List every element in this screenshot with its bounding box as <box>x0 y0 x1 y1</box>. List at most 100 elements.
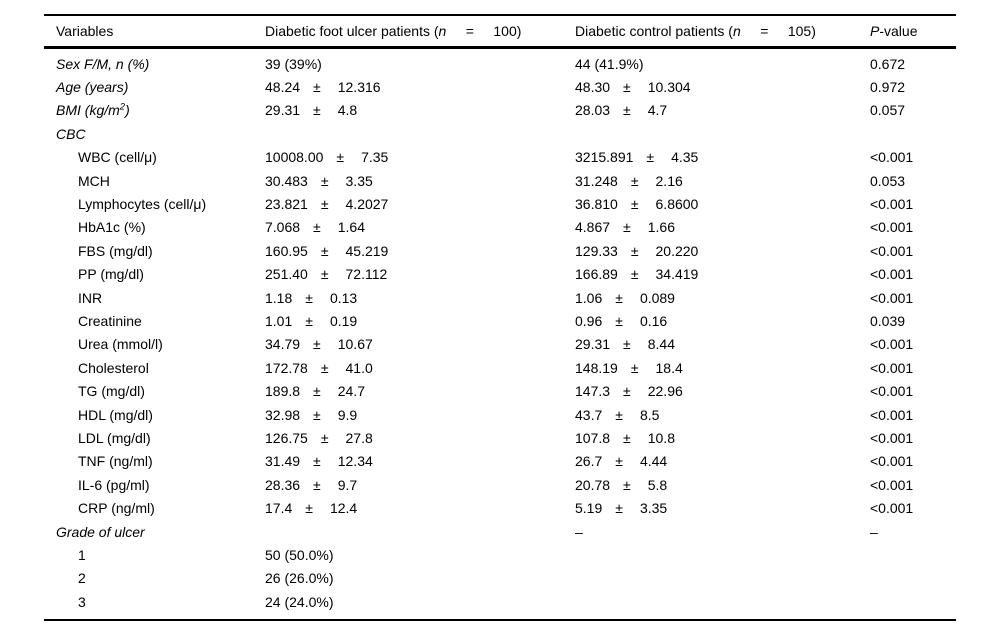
plus-minus-symbol: ± <box>313 336 321 353</box>
plus-minus-symbol: ± <box>313 383 321 400</box>
plus-minus-symbol: ± <box>305 289 313 306</box>
text-segment: MCH <box>78 172 110 189</box>
sd-value: 2.16 <box>655 172 683 189</box>
control-value-cell: 147.3 ±22.96 <box>575 379 870 402</box>
p-value: <0.001 <box>870 429 914 446</box>
cell-value: 44 (41.9%) <box>575 55 644 72</box>
mean-value: 148.19 <box>575 359 618 376</box>
p-value-cell: <0.001 <box>870 403 956 426</box>
sd-value: 8.44 <box>647 336 675 353</box>
sd-value: 0.089 <box>639 289 675 306</box>
foot-ulcer-value-cell: 126.75 ±27.8 <box>265 426 575 449</box>
mean-value: 36.810 <box>575 196 618 213</box>
plus-minus-symbol: ± <box>320 359 329 376</box>
control-value-cell: 26.7 ±4.44 <box>575 450 870 473</box>
text-segment: BMI (kg/m <box>56 102 120 119</box>
plus-minus-symbol: ± <box>623 476 631 493</box>
variable-label-cell: 2 <box>44 567 265 590</box>
header-row: Variables Diabetic foot ulcer patients (… <box>44 15 956 49</box>
sd-value: 41.0 <box>345 359 373 376</box>
control-value-cell: 44 (41.9%) <box>575 48 870 76</box>
table-row: Age (years) 48.24 ±12.316 48.30 ±10.304 0.972 <box>44 75 956 98</box>
mean-value: 4.867 <box>575 219 611 236</box>
control-value-cell: 29.31 ±8.44 <box>575 333 870 356</box>
table-container: Variables Diabetic foot ulcer patients (… <box>44 14 956 622</box>
p-value-cell: 0.053 <box>870 169 956 192</box>
sd-value: 9.9 <box>337 406 358 423</box>
header-foot-ulcer-group: Diabetic foot ulcer patients (n = 100) <box>265 15 575 49</box>
sd-value: 4.35 <box>671 149 699 166</box>
sd-value: 0.16 <box>639 312 668 329</box>
sd-value: 4.8 <box>337 102 358 119</box>
plus-minus-symbol: ± <box>615 500 623 517</box>
mean-value: 31.49 <box>265 453 301 470</box>
plus-minus-symbol: ± <box>320 266 329 283</box>
variable-label-cell: CBC <box>44 122 265 145</box>
text-segment: CRP (ng/ml) <box>78 500 155 517</box>
foot-ulcer-value-cell: 24 (24.0%) <box>265 590 575 620</box>
table-row: LDL (mg/dl) 126.75 ±27.8 107.8 ±10.8 <0.001 <box>44 426 956 449</box>
mean-value: 3215.891 <box>575 149 634 166</box>
text-segment: HbA1c (%) <box>78 219 146 236</box>
cell-value: 24 (24.0%) <box>265 593 334 610</box>
sd-value: 12.4 <box>329 500 358 517</box>
p-value-cell: <0.001 <box>870 333 956 356</box>
sd-value: 10.8 <box>647 429 675 446</box>
control-value-cell: 1.06 ±0.089 <box>575 286 870 309</box>
sd-value: 10.67 <box>337 336 373 353</box>
p-value: <0.001 <box>870 219 914 236</box>
header-p-value: P-value <box>870 15 956 49</box>
variable-label-cell: HbA1c (%) <box>44 216 265 239</box>
p-value: <0.001 <box>870 406 914 423</box>
plus-minus-symbol: ± <box>313 406 321 423</box>
table-row: FBS (mg/dl) 160.95 ±45.219 129.33 ±20.220 <0.… <box>44 239 956 262</box>
variable-label-cell: FBS (mg/dl) <box>44 239 265 262</box>
cell-value: 26 (26.0%) <box>265 570 334 587</box>
plus-minus-symbol: ± <box>630 172 639 189</box>
table-header: Variables Diabetic foot ulcer patients (… <box>44 15 956 49</box>
table-row: TG (mg/dl) 189.8 ±24.7 147.3 ±22.96 <0.001 <box>44 379 956 402</box>
plus-minus-symbol: ± <box>615 289 623 306</box>
text-segment: Grade of ulcer <box>56 523 145 540</box>
plus-minus-symbol: ± <box>313 476 321 493</box>
p-value: – <box>870 523 878 540</box>
mean-value: 126.75 <box>265 429 308 446</box>
text-segment: 2 <box>78 570 86 587</box>
sd-value: 72.112 <box>345 266 388 283</box>
cell-value: 50 (50.0%) <box>265 546 334 563</box>
variable-label-cell: Grade of ulcer <box>44 520 265 543</box>
variable-label-cell: TNF (ng/ml) <box>44 450 265 473</box>
mean-value: 23.821 <box>265 196 308 213</box>
table-row: BMI (kg/m2) 29.31 ±4.8 28.03 ±4.7 0.057 <box>44 99 956 122</box>
variable-label-cell: Urea (mmol/l) <box>44 333 265 356</box>
plus-minus-symbol: ± <box>313 102 321 119</box>
sd-value: 0.19 <box>329 312 358 329</box>
mean-value: 32.98 <box>265 406 301 423</box>
sd-value: 1.66 <box>647 219 675 236</box>
text-segment: Diabetic foot ulcer patients ( <box>265 23 439 39</box>
text-segment: IL-6 (pg/ml) <box>78 476 150 493</box>
plus-minus-symbol: ± <box>646 149 655 166</box>
text-segment: LDL (mg/dl) <box>78 429 151 446</box>
control-value-cell: 20.78 ±5.8 <box>575 473 870 496</box>
text-segment: Cholesterol <box>78 359 149 376</box>
p-value: <0.001 <box>870 500 914 517</box>
comparison-table: Variables Diabetic foot ulcer patients (… <box>44 14 956 622</box>
mean-value: 29.31 <box>575 336 611 353</box>
text-segment: PP (mg/dl) <box>78 266 144 283</box>
p-value: 0.057 <box>870 102 906 119</box>
table-row: WBC (cell/μ) 10008.00 ±7.35 3215.891 ±4.35 <0… <box>44 146 956 169</box>
p-value: <0.001 <box>870 289 914 306</box>
plus-minus-symbol: ± <box>623 79 631 96</box>
mean-value: 5.19 <box>575 500 603 517</box>
variable-label-cell: Lymphocytes (cell/μ) <box>44 192 265 215</box>
variable-label-cell: Sex F/M, n (%) <box>44 48 265 76</box>
text-segment: INR <box>78 289 103 306</box>
text-segment: P <box>870 23 880 39</box>
control-value-cell <box>575 567 870 590</box>
p-value-cell: <0.001 <box>870 263 956 286</box>
p-value-cell: <0.001 <box>870 356 956 379</box>
variable-label-cell: TG (mg/dl) <box>44 379 265 402</box>
plus-minus-symbol: ± <box>623 383 631 400</box>
foot-ulcer-value-cell: 26 (26.0%) <box>265 567 575 590</box>
